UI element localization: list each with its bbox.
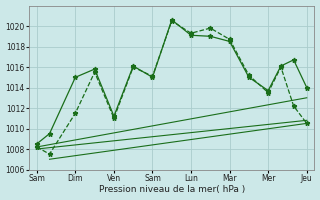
X-axis label: Pression niveau de la mer( hPa ): Pression niveau de la mer( hPa ) [99, 185, 245, 194]
